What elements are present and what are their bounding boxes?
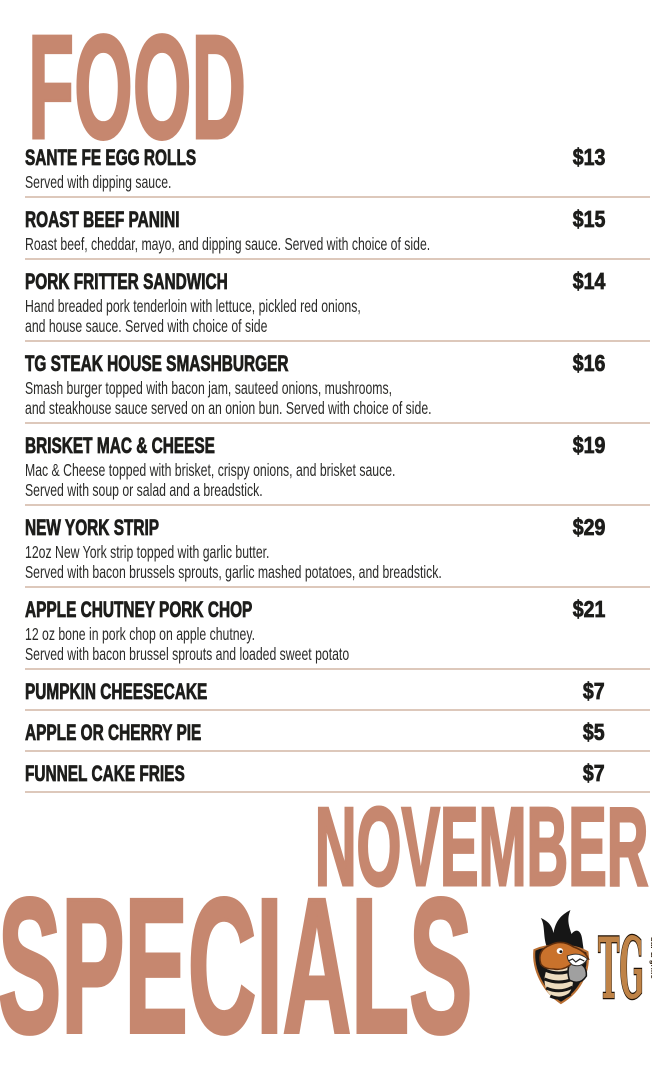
- menu-item: BRISKET MAC & CHEESE $19 Mac & Cheese to…: [25, 424, 650, 506]
- item-price: $13: [572, 144, 605, 171]
- item-description: 12oz New York strip topped with garlic b…: [25, 542, 442, 582]
- tg-bar-and-grille-logo: TG bar & grille: [533, 910, 652, 1006]
- menu-item-row: APPLE CHUTNEY PORK CHOP $21: [25, 596, 650, 623]
- item-price: $29: [572, 514, 605, 541]
- footer-specials-text: SPECIALS: [0, 858, 473, 1073]
- menu-item-row: PUMPKIN CHEESECAKE $7: [25, 678, 650, 705]
- item-price: $14: [572, 268, 605, 295]
- page-title: FOOD: [27, 5, 456, 170]
- logo-initials: TG: [598, 919, 644, 1006]
- item-name: APPLE OR CHERRY PIE: [25, 720, 202, 746]
- item-price: $5: [583, 719, 605, 746]
- item-name: SANTE FE EGG ROLLS: [25, 145, 197, 171]
- item-price: $7: [583, 760, 605, 787]
- menu-item-row: FUNNEL CAKE FRIES $7: [25, 760, 650, 787]
- item-price: $7: [583, 678, 605, 705]
- item-name: TG STEAK HOUSE SMASHBURGER: [25, 351, 289, 377]
- menu-item: APPLE OR CHERRY PIE $5: [25, 711, 650, 752]
- item-price: $21: [572, 596, 605, 623]
- footer-month-text: NOVEMBER: [314, 785, 649, 909]
- menu-item: PUMPKIN CHEESECAKE $7: [25, 670, 650, 711]
- menu-item: NEW YORK STRIP $29 12oz New York strip t…: [25, 506, 650, 588]
- item-name: BRISKET MAC & CHEESE: [25, 433, 216, 459]
- item-description: Hand breaded pork tenderloin with lettuc…: [25, 296, 361, 336]
- item-description: 12 oz bone in pork chop on apple chutney…: [25, 624, 350, 664]
- menu-item-row: SANTE FE EGG ROLLS $13: [25, 144, 650, 171]
- item-description: Mac & Cheese topped with brisket, crispy…: [25, 460, 396, 500]
- dragon-mascot-icon: [533, 910, 590, 1005]
- wing-icon: [567, 961, 588, 983]
- menu-item: ROAST BEEF PANINI $15 Roast beef, chedda…: [25, 198, 650, 260]
- menu-item: SANTE FE EGG ROLLS $13 Served with dippi…: [25, 136, 650, 198]
- menu-item-row: BRISKET MAC & CHEESE $19: [25, 432, 650, 459]
- item-description: Smash burger topped with bacon jam, saut…: [25, 378, 432, 418]
- item-name: PUMPKIN CHEESECAKE: [25, 679, 208, 705]
- item-description: Served with dipping sauce.: [25, 172, 172, 192]
- menu-item-row: APPLE OR CHERRY PIE $5: [25, 719, 650, 746]
- menu-list: SANTE FE EGG ROLLS $13 Served with dippi…: [25, 136, 650, 793]
- item-price: $16: [572, 350, 605, 377]
- menu-item: PORK FRITTER SANDWICH $14 Hand breaded p…: [25, 260, 650, 342]
- menu-item-row: ROAST BEEF PANINI $15: [25, 206, 650, 233]
- item-name: ROAST BEEF PANINI: [25, 207, 180, 233]
- menu-item-row: PORK FRITTER SANDWICH $14: [25, 268, 650, 295]
- item-name: FUNNEL CAKE FRIES: [25, 761, 185, 787]
- item-price: $19: [572, 432, 605, 459]
- menu-item: APPLE CHUTNEY PORK CHOP $21 12 oz bone i…: [25, 588, 650, 670]
- menu-item-row: TG STEAK HOUSE SMASHBURGER $16: [25, 350, 650, 377]
- item-price: $15: [572, 206, 605, 233]
- dragon-head-icon: [538, 941, 590, 971]
- menu-item: TG STEAK HOUSE SMASHBURGER $16 Smash bur…: [25, 342, 650, 424]
- logo-tagline: bar & grille: [649, 937, 652, 979]
- item-name: PORK FRITTER SANDWICH: [25, 269, 228, 295]
- footer-month: NOVEMBER: [7, 785, 649, 909]
- page-title-text: FOOD: [27, 5, 247, 170]
- menu-item: FUNNEL CAKE FRIES $7: [25, 752, 650, 793]
- item-name: NEW YORK STRIP: [25, 515, 160, 541]
- item-description: Roast beef, cheddar, mayo, and dipping s…: [25, 234, 431, 254]
- item-name: APPLE CHUTNEY PORK CHOP: [25, 597, 253, 623]
- menu-item-row: NEW YORK STRIP $29: [25, 514, 650, 541]
